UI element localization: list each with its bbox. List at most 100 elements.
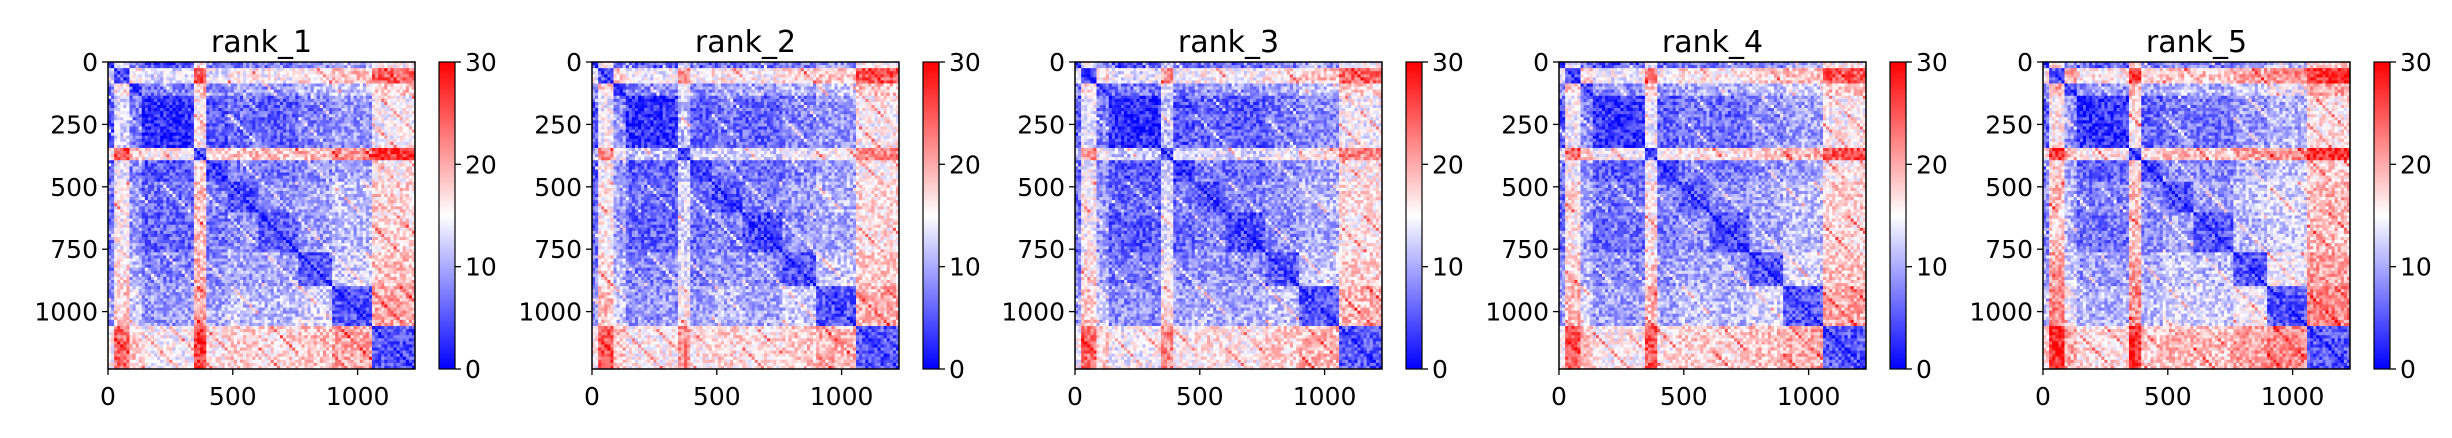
heatmap-cell <box>117 65 120 68</box>
heatmap-cell <box>166 142 169 145</box>
heatmap-cell <box>237 126 240 129</box>
heatmap-cell <box>160 139 163 142</box>
heatmap-cell <box>357 136 360 139</box>
heatmap-cell <box>151 154 154 157</box>
heatmap-cell <box>142 90 145 93</box>
heatmap-cell <box>335 142 338 145</box>
heatmap-cell <box>397 160 400 163</box>
heatmap-cell <box>114 77 117 80</box>
heatmap-cell <box>308 99 311 102</box>
heatmap-cell <box>194 74 197 77</box>
heatmap-cell <box>129 111 132 114</box>
heatmap-cell <box>329 163 332 166</box>
heatmap-cell <box>129 136 132 139</box>
heatmap-cell <box>163 151 166 154</box>
heatmap-cell <box>215 105 218 108</box>
heatmap-cell <box>308 111 311 114</box>
heatmap-cell <box>166 99 169 102</box>
heatmap-cell <box>234 148 237 151</box>
heatmap-cell <box>188 120 191 123</box>
heatmap-cell <box>176 123 179 126</box>
heatmap-cell <box>308 77 311 80</box>
heatmap-cell <box>142 160 145 163</box>
heatmap-cell <box>120 130 123 133</box>
heatmap-cell <box>326 68 329 71</box>
heatmap-cell <box>179 166 182 169</box>
heatmap-cell <box>120 163 123 166</box>
heatmap-cell <box>206 71 209 74</box>
heatmap-cell <box>341 68 344 71</box>
heatmap-cell <box>298 163 301 166</box>
heatmap-cell <box>344 105 347 108</box>
heatmap-cell <box>298 108 301 111</box>
heatmap-cell <box>117 80 120 83</box>
heatmap-cell <box>200 74 203 77</box>
heatmap-cell <box>400 93 403 96</box>
heatmap-cell <box>163 71 166 74</box>
heatmap-cell <box>403 133 406 136</box>
heatmap-cell <box>280 102 283 105</box>
heatmap-cell <box>252 160 255 163</box>
heatmap-cell <box>222 163 225 166</box>
heatmap-cell <box>354 96 357 99</box>
heatmap-cell <box>341 105 344 108</box>
heatmap-cell <box>133 130 136 133</box>
heatmap-cell <box>252 117 255 120</box>
heatmap-cell <box>320 154 323 157</box>
heatmap-cell <box>225 80 228 83</box>
heatmap-cell <box>326 87 329 90</box>
heatmap-cell <box>246 145 249 148</box>
heatmap-cell <box>397 154 400 157</box>
heatmap-cell <box>182 114 185 117</box>
heatmap-cell <box>317 169 320 172</box>
heatmap-cell <box>335 151 338 154</box>
heatmap-cell <box>369 102 372 105</box>
heatmap-cell <box>139 71 142 74</box>
heatmap-cell <box>194 99 197 102</box>
heatmap-cell <box>298 74 301 77</box>
heatmap-cell <box>203 126 206 129</box>
heatmap-cell <box>311 99 314 102</box>
heatmap-cell <box>136 102 139 105</box>
heatmap-cell <box>258 139 261 142</box>
heatmap-cell <box>194 96 197 99</box>
heatmap-cell <box>222 90 225 93</box>
heatmap-cell <box>163 139 166 142</box>
heatmap-cell <box>240 163 243 166</box>
heatmap-cell <box>142 126 145 129</box>
heatmap-cell <box>126 142 129 145</box>
heatmap-cell <box>323 126 326 129</box>
heatmap-cell <box>311 120 314 123</box>
heatmap-cell <box>372 145 375 148</box>
heatmap-cell <box>123 142 126 145</box>
heatmap-cell <box>154 65 157 68</box>
heatmap-cell <box>252 71 255 74</box>
heatmap-cell <box>179 96 182 99</box>
heatmap-cell <box>252 111 255 114</box>
heatmap-cell <box>200 123 203 126</box>
heatmap-cell <box>176 133 179 136</box>
heatmap-cell <box>381 77 384 80</box>
heatmap-cell <box>185 151 188 154</box>
heatmap-cell <box>123 136 126 139</box>
heatmap-cell <box>375 154 378 157</box>
heatmap-cell <box>139 136 142 139</box>
heatmap-cell <box>222 169 225 172</box>
heatmap-cell <box>209 108 212 111</box>
heatmap-cell <box>172 114 175 117</box>
heatmap-cell <box>304 151 307 154</box>
heatmap-cell <box>390 65 393 68</box>
heatmap-cell <box>354 123 357 126</box>
heatmap-cell <box>335 136 338 139</box>
heatmap-cell <box>363 96 366 99</box>
heatmap-cell <box>363 123 366 126</box>
heatmap-cell <box>409 130 412 133</box>
heatmap-cell <box>286 102 289 105</box>
heatmap-cell <box>172 83 175 86</box>
heatmap-cell <box>332 71 335 74</box>
heatmap-cell <box>394 102 397 105</box>
heatmap-cell <box>228 148 231 151</box>
heatmap-cell <box>394 123 397 126</box>
heatmap-cell <box>271 126 274 129</box>
heatmap-cell <box>145 93 148 96</box>
